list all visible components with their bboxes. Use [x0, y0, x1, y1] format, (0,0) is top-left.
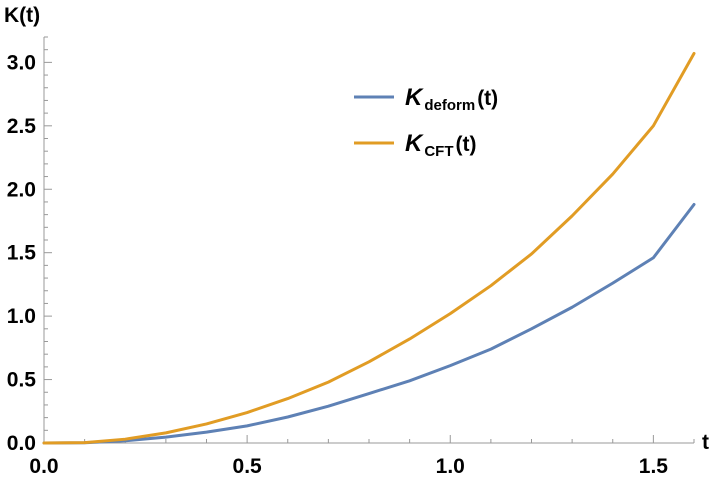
x-tick-label: 1.5	[639, 455, 669, 478]
y-axis-title: K(t)	[4, 4, 40, 27]
y-tick-label: 3.0	[7, 51, 36, 74]
legend-symbol: K	[405, 84, 424, 111]
y-tick-label: 1.0	[7, 305, 36, 328]
series-layer	[42, 51, 696, 445]
legend-argument: (t)	[477, 87, 498, 110]
y-tick-label: 1.5	[7, 242, 37, 265]
legend-symbol: K	[405, 130, 424, 157]
y-tick-label: 0.5	[7, 369, 37, 392]
x-tick-label: 0.0	[29, 455, 58, 478]
y-tick-label: 2.5	[7, 115, 37, 138]
y-tick-label: 0.0	[7, 432, 36, 455]
x-tick-label: 1.0	[436, 455, 465, 478]
legend-subscript: deform	[424, 97, 475, 114]
series-line-1	[42, 51, 696, 445]
legend-subscript: CFT	[424, 143, 453, 160]
x-tick-label: 0.5	[233, 455, 263, 478]
x-axis-title: t	[702, 431, 709, 454]
axes: 0.0 0.5 1.0 1.5 0.0 0.5 1.0 1.5 2.0 2.5 3.0	[7, 36, 695, 478]
y-tick-label: 2.0	[7, 178, 36, 201]
legend-entry-1: K CFT(t)	[405, 130, 477, 160]
legend-argument: (t)	[456, 133, 477, 156]
series-line-0	[42, 202, 696, 445]
